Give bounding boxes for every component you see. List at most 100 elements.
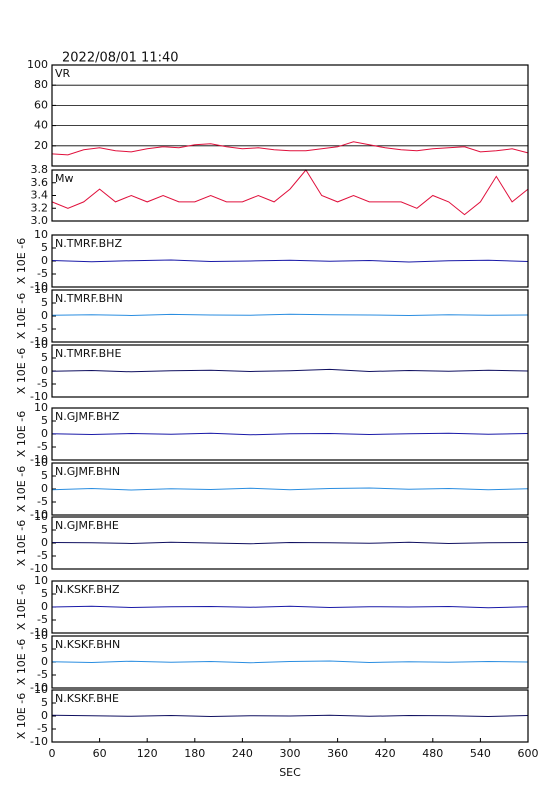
y-tick-label: 10 xyxy=(34,574,48,587)
panel-frame xyxy=(51,462,529,516)
y-tick-label: 3.8 xyxy=(31,163,49,176)
panel-label: N.TMRF.BHE xyxy=(55,347,121,360)
panel-label: N.TMRF.BHZ xyxy=(55,237,122,250)
y-tick-label: 3.2 xyxy=(31,201,49,214)
data-line xyxy=(51,714,529,718)
panel-label: N.KSKF.BHE xyxy=(55,692,119,705)
y-axis-label: X 10E -6 xyxy=(15,293,28,339)
x-tick-label: 120 xyxy=(137,747,158,760)
y-tick-label: -10 xyxy=(30,681,48,694)
panel-label: N.KSKF.BHN xyxy=(55,638,120,651)
data-line xyxy=(51,169,529,216)
y-tick-label: -10 xyxy=(30,335,48,348)
data-line xyxy=(51,605,529,609)
y-tick-label: 10 xyxy=(34,283,48,296)
y-tick-label: 100 xyxy=(27,58,48,71)
y-tick-label: 10 xyxy=(34,338,48,351)
y-tick-label: -5 xyxy=(37,377,48,390)
x-tick-label: 600 xyxy=(518,747,539,760)
y-tick-label: -5 xyxy=(37,322,48,335)
y-tick-label: 5 xyxy=(41,523,48,536)
y-axis-label: X 10E -6 xyxy=(15,584,28,630)
y-tick-label: 0 xyxy=(41,364,48,377)
x-tick-label: 60 xyxy=(93,747,107,760)
y-tick-label: 0 xyxy=(41,309,48,322)
panel-frame xyxy=(51,169,529,222)
y-tick-label: 3.4 xyxy=(31,189,49,202)
y-tick-label: 80 xyxy=(34,78,48,91)
y-tick-label: -10 xyxy=(30,508,48,521)
x-tick-label: 480 xyxy=(422,747,443,760)
y-tick-label: -10 xyxy=(30,453,48,466)
x-tick-label: 0 xyxy=(49,747,56,760)
y-tick-label: -5 xyxy=(37,668,48,681)
y-axis-label: X 10E -6 xyxy=(15,348,28,394)
panel-frame xyxy=(51,234,529,288)
data-line xyxy=(51,141,529,156)
panel-frame xyxy=(51,516,529,570)
y-tick-label: 10 xyxy=(34,456,48,469)
y-axis-label: X 10E -6 xyxy=(15,238,28,284)
panel-label: N.KSKF.BHZ xyxy=(55,583,120,596)
y-tick-label: -10 xyxy=(30,735,48,748)
x-tick-label: 180 xyxy=(184,747,205,760)
panel-label: N.TMRF.BHN xyxy=(55,292,123,305)
y-tick-label: 10 xyxy=(34,629,48,642)
panel-frame xyxy=(51,344,529,398)
panel-frame xyxy=(51,289,529,343)
y-tick-label: -5 xyxy=(37,722,48,735)
panel-frame xyxy=(51,580,529,634)
y-tick-label: 0 xyxy=(41,254,48,267)
panel-label: N.GJMF.BHE xyxy=(55,519,119,532)
y-tick-label: 0 xyxy=(41,427,48,440)
y-tick-label: -5 xyxy=(37,495,48,508)
y-tick-label: -10 xyxy=(30,562,48,575)
y-tick-label: -10 xyxy=(30,280,48,293)
y-tick-label: -5 xyxy=(37,440,48,453)
data-line xyxy=(51,259,529,263)
y-tick-label: 5 xyxy=(41,351,48,364)
y-tick-label: 5 xyxy=(41,642,48,655)
y-tick-label: 3.6 xyxy=(31,176,49,189)
panel-label: N.GJMF.BHZ xyxy=(55,410,120,423)
x-tick-label: 360 xyxy=(327,747,348,760)
y-tick-label: -5 xyxy=(37,549,48,562)
x-tick-label: 240 xyxy=(232,747,253,760)
y-tick-label: -5 xyxy=(37,613,48,626)
panel-frame xyxy=(51,64,529,167)
y-tick-label: 0 xyxy=(41,600,48,613)
y-tick-label: 10 xyxy=(34,401,48,414)
y-tick-label: 60 xyxy=(34,98,48,111)
y-tick-label: 5 xyxy=(41,587,48,600)
panel-label: Mw xyxy=(55,172,74,185)
y-tick-label: 5 xyxy=(41,296,48,309)
y-tick-label: 0 xyxy=(41,536,48,549)
y-axis-label: X 10E -6 xyxy=(15,693,28,739)
panel-frame xyxy=(51,407,529,461)
y-tick-label: 0 xyxy=(41,709,48,722)
y-tick-label: -10 xyxy=(30,390,48,403)
x-axis-label: SEC xyxy=(279,766,301,779)
data-line xyxy=(51,541,529,545)
y-tick-label: -10 xyxy=(30,626,48,639)
y-tick-label: 5 xyxy=(41,241,48,254)
y-axis-label: X 10E -6 xyxy=(15,411,28,457)
y-axis-label: X 10E -6 xyxy=(15,520,28,566)
chart-title: 2022/08/01 11:40 xyxy=(62,51,179,66)
y-axis-label: X 10E -6 xyxy=(15,639,28,685)
panel-label: VR xyxy=(55,67,71,80)
data-line xyxy=(51,660,529,664)
data-line xyxy=(51,313,529,317)
y-tick-label: 40 xyxy=(34,119,48,132)
y-axis-label: X 10E -6 xyxy=(15,466,28,512)
y-tick-label: 10 xyxy=(34,683,48,696)
y-tick-label: 10 xyxy=(34,228,48,241)
y-tick-label: 0 xyxy=(41,655,48,668)
y-tick-label: 20 xyxy=(34,139,48,152)
y-tick-label: 5 xyxy=(41,696,48,709)
y-tick-label: 5 xyxy=(41,469,48,482)
panel-frame xyxy=(51,635,529,689)
data-line xyxy=(51,432,529,436)
x-tick-label: 300 xyxy=(280,747,301,760)
